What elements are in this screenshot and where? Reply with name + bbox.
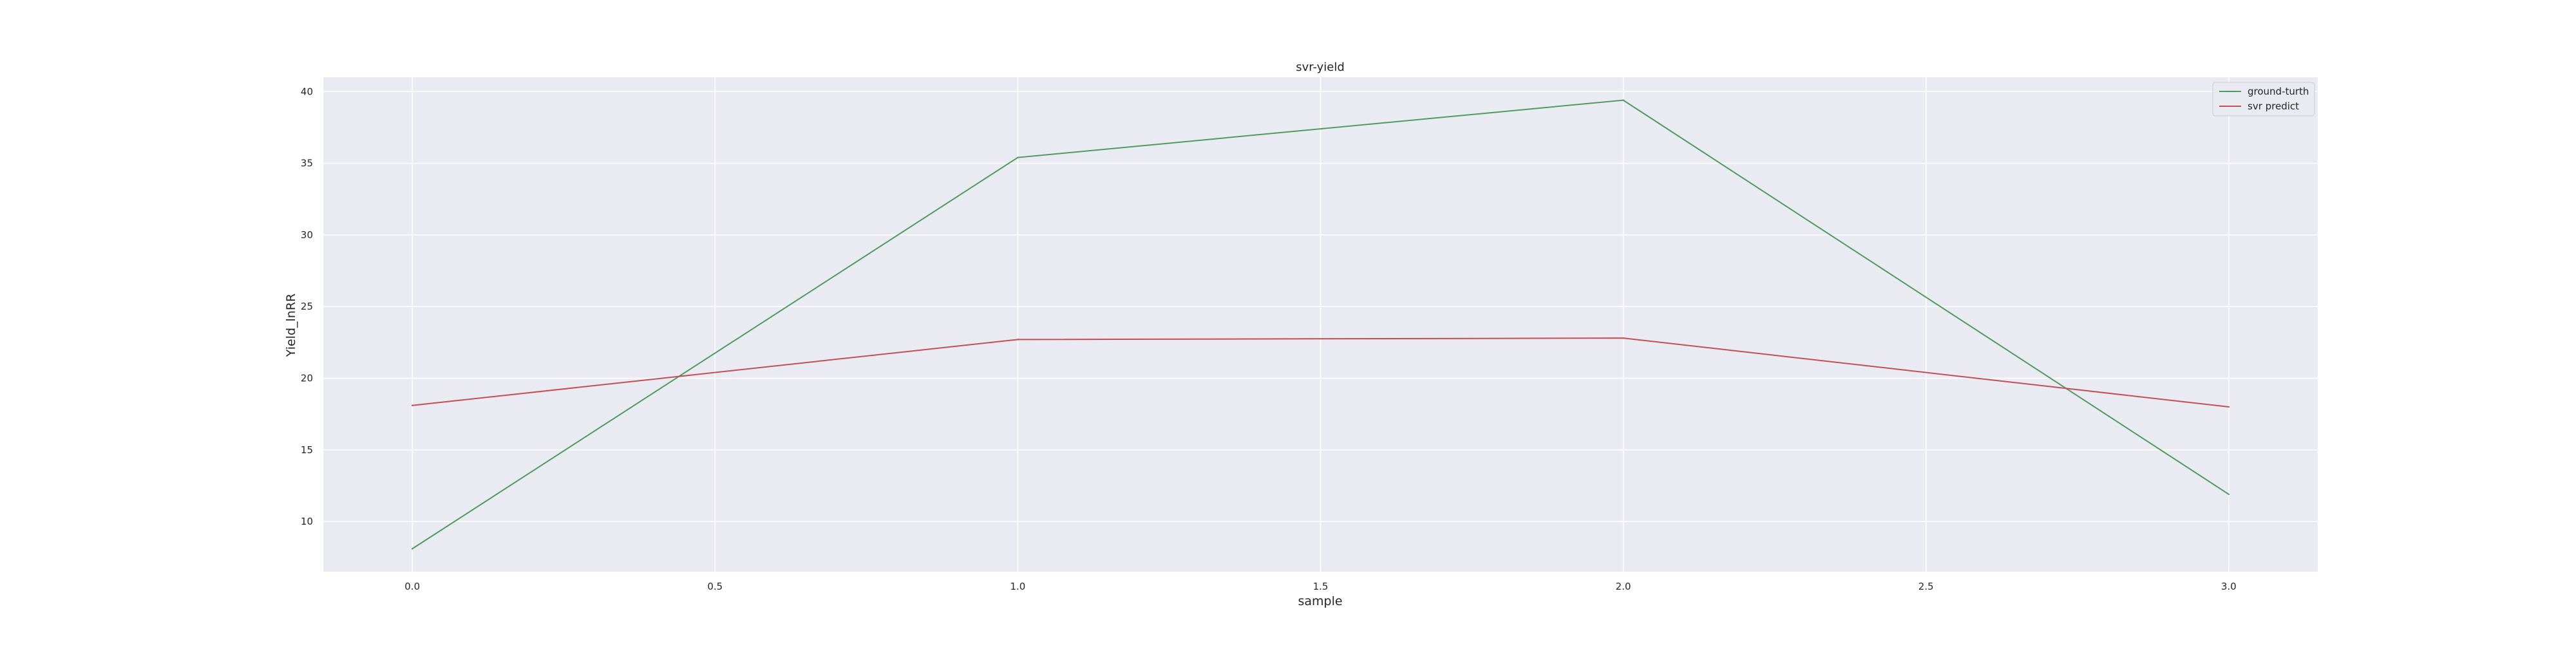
chart-title: svr-yield: [1296, 61, 1345, 74]
series-line-svr-predict: [412, 337, 2229, 408]
data-point-svr-predict: [1017, 339, 1019, 341]
x-tick-label: 1.5: [1313, 581, 1329, 592]
data-point-ground-turth: [1017, 156, 1019, 158]
y-tick-label: 25: [301, 301, 313, 312]
legend-label-svr-predict: svr predict: [2248, 100, 2299, 112]
grid-lines: [323, 77, 2318, 572]
legend-label-ground-turth: ground-turth: [2248, 86, 2309, 97]
series-lines: [412, 99, 2230, 550]
data-point-ground-turth: [2228, 493, 2230, 495]
data-point-ground-turth: [1622, 99, 1624, 101]
y-tick-label: 20: [301, 372, 313, 384]
y-tick-label: 15: [301, 444, 313, 456]
x-tick-label: 3.0: [2221, 581, 2237, 592]
x-axis-label: sample: [1298, 594, 1342, 608]
x-tick-label: 0.0: [404, 581, 420, 592]
y-tick-label: 30: [301, 229, 313, 241]
x-tick-label: 2.0: [1616, 581, 1631, 592]
data-point-svr-predict: [1622, 337, 1624, 339]
legend: ground-turth svr predict: [2212, 82, 2315, 117]
series-line-ground-turth: [412, 99, 2230, 550]
y-tick-label: 10: [301, 516, 313, 527]
y-axis-label: Yield_lnRR: [284, 294, 298, 357]
data-point-svr-predict: [2228, 406, 2230, 408]
tick-labels: 0.0 0.5 1.0 1.5 2.0 2.5 3.0 10 15 20 25 30 35 40: [301, 86, 2237, 592]
data-point-svr-predict: [412, 404, 413, 406]
y-tick-label: 35: [301, 158, 313, 169]
x-tick-label: 1.0: [1010, 581, 1025, 592]
x-tick-label: 0.5: [707, 581, 723, 592]
y-tick-label: 40: [301, 86, 313, 97]
x-tick-label: 2.5: [1918, 581, 1934, 592]
data-point-ground-turth: [412, 548, 413, 550]
